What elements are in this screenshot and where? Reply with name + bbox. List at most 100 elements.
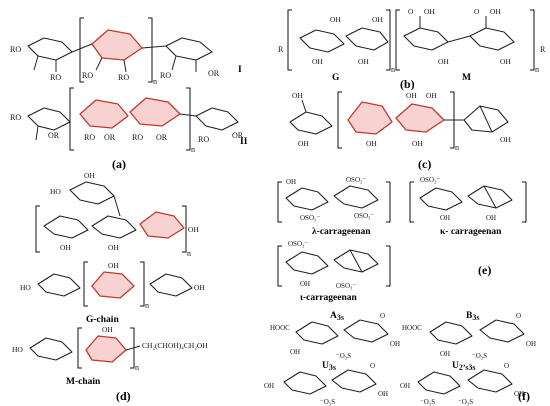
substituent-OR: OR xyxy=(156,133,168,142)
group-OH: OH xyxy=(102,325,113,334)
glycosidic-bond xyxy=(447,35,471,43)
group-HO: HO xyxy=(20,283,31,292)
repeat-bracket-left xyxy=(83,261,88,307)
group-OH: OH xyxy=(526,340,536,348)
unit-label-M: M xyxy=(462,73,471,83)
substituent-OR: OR xyxy=(232,131,244,140)
group-OH: OH xyxy=(438,57,449,66)
bridge-bond xyxy=(483,185,497,209)
glycosidic-bond xyxy=(141,45,167,49)
panel-label-d: (d) xyxy=(116,389,131,403)
sugar-ring xyxy=(283,371,327,395)
sugar-ring-G xyxy=(345,27,389,51)
repeat-bracket-right xyxy=(386,9,391,71)
group-OH: OH xyxy=(426,91,437,100)
sugar-ring-M xyxy=(403,27,449,51)
group-HOOC: HOOC xyxy=(402,324,422,332)
sugar-ring xyxy=(343,319,389,343)
highlight xyxy=(92,30,142,60)
panel-a: RO RO n RO RO RO OR I RO xyxy=(10,17,248,171)
group-OH: OH xyxy=(298,139,309,148)
group-O3S: ⁻O₃S xyxy=(320,398,335,406)
group-O: O xyxy=(516,312,521,320)
group-OSO3: OSO₃⁻ xyxy=(420,176,440,184)
group-OH: OH xyxy=(286,178,296,186)
substituent-OR: OR xyxy=(104,133,116,142)
structure-label-II: II xyxy=(240,137,248,147)
sugar-ring xyxy=(419,187,463,211)
bridge-bond xyxy=(349,249,363,273)
sugar-ring-M xyxy=(469,27,515,51)
sugar-ring xyxy=(91,215,137,239)
repeat-n: n xyxy=(535,65,539,74)
group-OH: OH xyxy=(292,91,303,100)
sugar-ring xyxy=(165,37,213,61)
group-OH: OH xyxy=(108,261,119,270)
sugar-ring-G xyxy=(299,29,345,53)
group-O3S: ⁻O₃S xyxy=(472,352,487,360)
group-OH: OH xyxy=(440,214,450,222)
panel-e: OH OSO₃⁻ OSO₃⁻ OSO₃⁻ λ-carrageenan OSO₃⁻… xyxy=(277,176,527,303)
sugar-ring xyxy=(479,319,525,343)
group-OH: OH xyxy=(378,390,388,398)
repeat-bracket-right xyxy=(186,87,191,151)
panel-label-b: (b) xyxy=(400,77,415,91)
bond xyxy=(35,125,39,141)
sugar-ring-highlighted xyxy=(139,211,185,239)
sugar-ring xyxy=(37,273,81,297)
sugar-ring xyxy=(331,369,377,393)
repeat-n: n xyxy=(391,65,395,74)
sugar-ring-highlighted xyxy=(347,101,393,135)
bridge-bond xyxy=(479,105,493,133)
substituent-RO: RO xyxy=(84,133,95,142)
panel-f: A3s HOOC O OH ⁻O₃S OH B3s HOOC O OH ⁻O₃S… xyxy=(264,311,536,406)
sugar-ring xyxy=(27,37,73,61)
substituent-OR: OR xyxy=(208,69,220,78)
group-OH: OH xyxy=(366,139,377,148)
structure-I: RO RO n RO RO RO OR I xyxy=(10,17,242,86)
group-OH: OH xyxy=(194,283,205,292)
repeat-n: n xyxy=(187,249,191,258)
label-A3s: A3s xyxy=(330,311,344,322)
bond xyxy=(123,59,127,73)
group-OH: OH xyxy=(300,280,310,288)
bond xyxy=(301,99,307,113)
group-O: O xyxy=(504,362,509,370)
unit-label-G: G xyxy=(332,73,340,83)
highlight xyxy=(92,272,134,298)
group-OH: OH xyxy=(372,15,383,24)
repeat-bracket-left xyxy=(277,245,282,287)
group-OH: OH xyxy=(390,340,400,348)
bond xyxy=(125,345,141,351)
substituent-R: R xyxy=(540,45,546,54)
group-OSO3: OSO₃⁻ xyxy=(300,214,320,222)
repeat-n: n xyxy=(145,301,149,310)
bond xyxy=(95,57,103,71)
panel-c: OH OH n OH OH OH OH OH (c) xyxy=(289,91,511,171)
repeat-bracket-left xyxy=(79,17,84,83)
substituent-OR: OR xyxy=(48,131,60,140)
sugar-ring xyxy=(43,215,89,239)
substituent-RO: RO xyxy=(50,73,61,82)
group-OH: OH xyxy=(514,390,524,398)
group-O: O xyxy=(408,7,414,16)
group-OH: OH xyxy=(400,382,410,390)
group-HO: HO xyxy=(50,187,61,196)
highlight xyxy=(348,102,392,134)
group-OH: OH xyxy=(264,382,274,390)
group-OH: OH xyxy=(500,57,511,66)
iota-carrageenan-label: ι-carrageenan xyxy=(300,293,357,303)
panel-label-f: (f) xyxy=(518,389,530,403)
group-OH: OH xyxy=(108,243,119,252)
group-OH: OH xyxy=(60,243,71,252)
sugar-ring xyxy=(29,337,73,361)
group-O3S: ⁻O₃S xyxy=(420,398,435,406)
repeat-n: n xyxy=(455,143,459,152)
group-OH: OH xyxy=(312,57,323,66)
sugar-ring xyxy=(285,187,329,211)
m-chain-label: M-chain xyxy=(66,377,101,387)
sugar-ring xyxy=(295,321,339,345)
g-chain-label: G-chain xyxy=(86,315,119,325)
repeat-n: n xyxy=(191,145,195,154)
